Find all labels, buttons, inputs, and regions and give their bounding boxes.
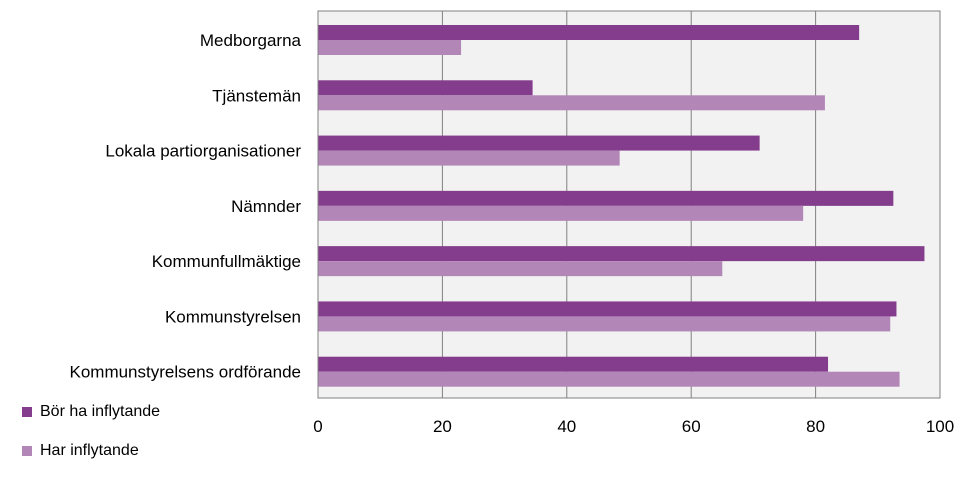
bar-kommunstyrelsens-ordforande-bor-ha-inflytande [318,356,829,372]
bar-namnder-bor-ha-inflytande [318,190,894,206]
bar-kommunstyrelsen-bor-ha-inflytande [318,301,897,317]
category-label-kommunstyrelsens-ordforande: Kommunstyrelsens ordförande [69,363,301,382]
bar-kommunfullmaktige-bor-ha-inflytande [318,246,925,262]
bars [318,25,925,387]
legend: Bör ha inflytande Har inflytande [22,402,160,480]
x-tick-label-100: 100 [926,417,954,436]
legend-swatch-bor-ha-inflytande [22,407,32,417]
legend-label-bor-ha-inflytande: Bör ha inflytande [40,403,161,420]
x-tick-label-80: 80 [806,417,825,436]
bar-medborgarna-har-inflytande [318,40,462,55]
bar-chart: Medborgarna Tjänstemän Lokala partiorganis… [69,10,954,436]
category-label-namnder: Nämnder [231,197,301,216]
legend-swatch-har-inflytande [22,446,32,456]
x-tick-label-0: 0 [313,417,322,436]
legend-item-bor-ha-inflytande: Bör ha inflytande [22,402,160,422]
x-tick-labels: 0 20 40 60 80 100 [313,417,954,436]
legend-label-har-inflytande: Har inflytande [40,442,139,459]
x-tick-label-40: 40 [557,417,576,436]
category-label-kommunstyrelsen: Kommunstyrelsen [165,307,301,326]
bar-medborgarna-bor-ha-inflytande [318,25,860,40]
bar-kommunstyrelsen-har-inflytande [318,316,891,332]
bar-namnder-har-inflytande [318,205,804,221]
category-label-kommunfullmaktige: Kommunfullmäktige [152,252,301,271]
bar-tjansteman-har-inflytande [318,95,825,111]
bar-tjansteman-bor-ha-inflytande [318,80,533,96]
plot-frame [317,10,941,399]
bar-lokala-partiorganisationer-har-inflytande [318,150,620,166]
x-tick-label-20: 20 [433,417,452,436]
bar-lokala-partiorganisationer-bor-ha-inflytande [318,135,760,151]
category-label-medborgarna: Medborgarna [200,31,302,50]
bar-kommunstyrelsens-ordforande-har-inflytande [318,371,900,387]
bar-kommunfullmaktige-har-inflytande [318,261,723,277]
category-label-lokala-partiorganisationer: Lokala partiorganisationer [105,142,301,161]
x-tick-label-60: 60 [682,417,701,436]
legend-item-har-inflytande: Har inflytande [22,441,160,461]
category-label-tjansteman: Tjänstemän [212,86,301,105]
category-labels: Medborgarna Tjänstemän Lokala partiorganis… [69,31,301,382]
